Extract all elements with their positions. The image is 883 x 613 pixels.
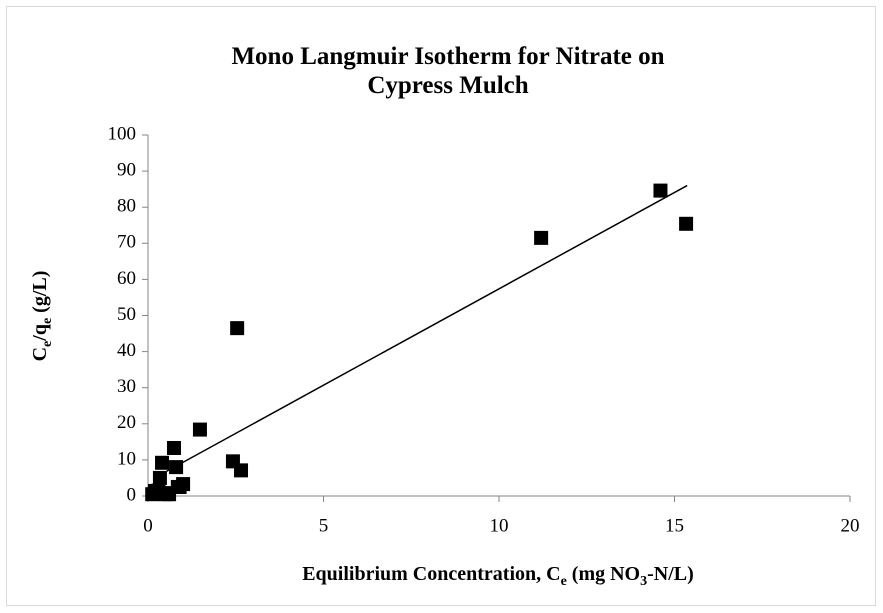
marker <box>152 470 167 485</box>
y-axis-label-sub: e <box>40 318 55 324</box>
x-axis-label-sub: e <box>561 574 567 589</box>
x-axis-label-part: (mg NO <box>567 563 640 585</box>
x-axis-label-part: -N/L) <box>647 563 694 585</box>
x-axis-label-sub: 3 <box>640 574 647 589</box>
y-axis-label-part: C <box>29 347 51 361</box>
marker <box>176 477 191 492</box>
y-axis-label-sub: e <box>40 341 55 347</box>
x-tick-label: 20 <box>841 515 860 536</box>
chart-frame <box>6 6 876 606</box>
marker <box>534 230 549 245</box>
y-tick-label: 10 <box>117 448 136 469</box>
x-axis-label-part: Equilibrium Concentration, C <box>302 563 560 585</box>
y-axis-label: Ce/qe (g/L) <box>29 271 55 362</box>
chart-title: Mono Langmuir Isotherm for Nitrate on <box>231 43 664 70</box>
y-axis-label-part: (g/L) <box>29 271 51 318</box>
x-tick-label: 10 <box>490 515 509 536</box>
y-tick-label: 70 <box>117 232 136 253</box>
y-tick-label: 90 <box>117 159 136 180</box>
y-tick-label: 20 <box>117 412 136 433</box>
y-tick-label: 50 <box>117 304 136 325</box>
marker <box>653 183 668 198</box>
chart-title: Cypress Mulch <box>367 72 528 99</box>
x-tick-label: 15 <box>665 515 684 536</box>
x-axis-label: Equilibrium Concentration, Ce (mg NO3-N/… <box>302 563 694 589</box>
y-tick-label: 60 <box>117 268 136 289</box>
marker <box>230 321 245 336</box>
y-tick-label: 80 <box>117 196 136 217</box>
x-tick-label: 0 <box>143 515 153 536</box>
marker <box>166 440 181 455</box>
marker <box>234 463 249 478</box>
y-tick-label: 0 <box>127 484 137 505</box>
marker <box>155 455 170 470</box>
y-tick-label: 100 <box>108 123 137 144</box>
marker <box>679 216 694 231</box>
trendline <box>157 184 688 477</box>
marker <box>169 460 184 475</box>
x-tick-label: 5 <box>319 515 329 536</box>
marker <box>192 422 207 437</box>
y-tick-label: 40 <box>117 340 136 361</box>
y-tick-label: 30 <box>117 376 136 397</box>
y-axis-label-part: /q <box>29 324 51 342</box>
